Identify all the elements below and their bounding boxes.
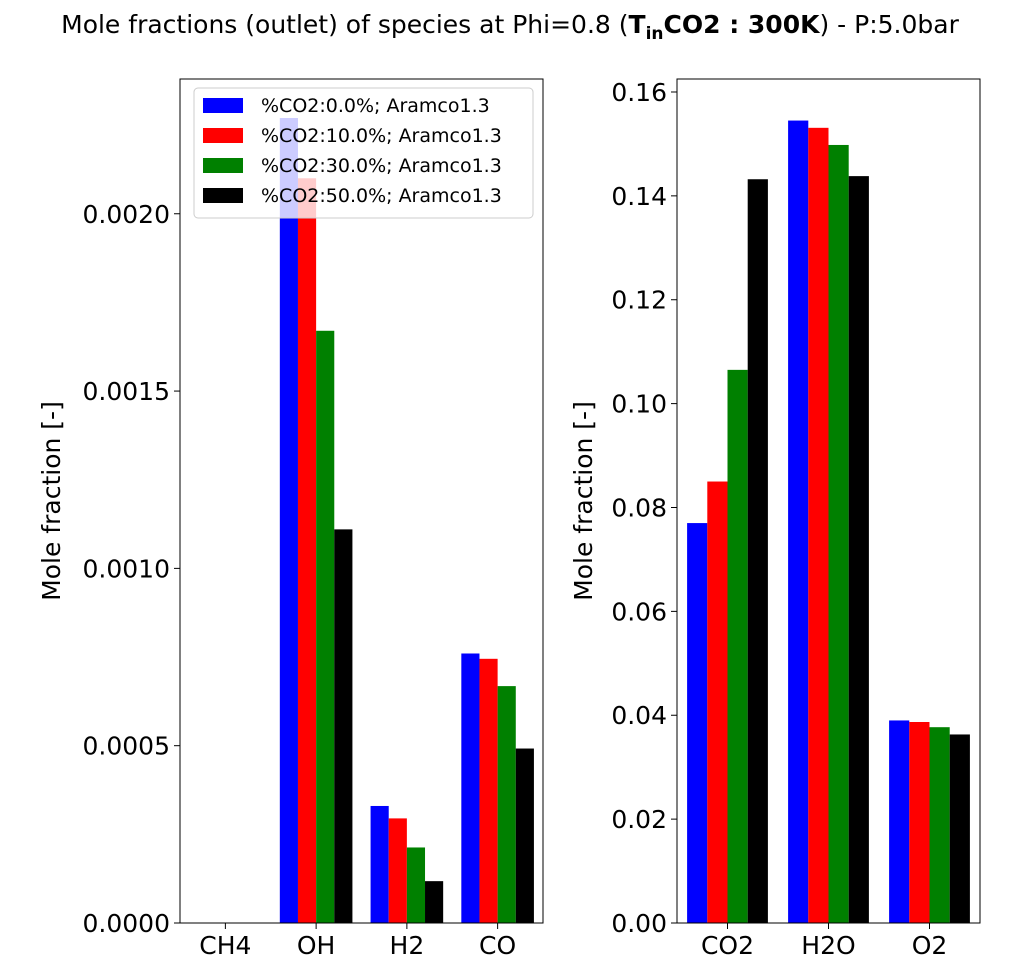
y-tick-label: 0.06 xyxy=(611,597,667,626)
bar-co2-series-2 xyxy=(727,369,748,923)
bar-oh-series-2 xyxy=(316,330,335,923)
chart-title-bold-main: T xyxy=(629,10,646,39)
y-tick-label: 0.00 xyxy=(611,909,667,938)
chart-title-prefix: Mole fractions (outlet) of species at Ph… xyxy=(61,10,628,39)
legend-label-1: %CO2:10.0%; Aramco1.3 xyxy=(261,125,502,147)
y-axis-label: Mole fraction [-] xyxy=(37,401,66,601)
x-tick-label: CO2 xyxy=(701,931,754,960)
y-tick-label: 0.10 xyxy=(611,390,667,419)
bar-h2o-series-3 xyxy=(848,176,869,923)
x-tick-label: CH4 xyxy=(199,931,251,960)
y-tick-label: 0.0020 xyxy=(83,200,170,229)
legend-swatch-0 xyxy=(203,98,243,113)
chart-title-bold-sub: in xyxy=(646,24,664,44)
bar-oh-series-1 xyxy=(297,178,317,924)
bar-h2o-series-1 xyxy=(808,127,829,923)
bar-h2-series-3 xyxy=(425,881,444,923)
x-tick-label: H2O xyxy=(801,931,855,960)
y-tick-label: 0.0010 xyxy=(83,554,170,583)
bar-o2-series-2 xyxy=(929,727,950,923)
y-tick-label: 0.0000 xyxy=(83,909,170,938)
bar-co-series-2 xyxy=(497,686,516,923)
bar-o2-series-1 xyxy=(909,722,930,923)
x-tick-label: O2 xyxy=(912,931,948,960)
x-tick-label: OH xyxy=(297,931,335,960)
y-tick-label: 0.14 xyxy=(611,182,667,211)
bar-o2-series-3 xyxy=(949,734,970,923)
bar-h2-series-1 xyxy=(388,818,407,923)
legend-swatch-3 xyxy=(203,188,243,203)
bar-h2o-series-0 xyxy=(788,120,809,924)
y-tick-label: 0.04 xyxy=(611,701,667,730)
legend: %CO2:0.0%; Aramco1.3 %CO2:10.0%; Aramco1.… xyxy=(193,87,534,219)
legend-label-2: %CO2:30.0%; Aramco1.3 xyxy=(261,155,502,177)
legend-box xyxy=(193,87,534,219)
chart-title-suffix: ) - P:5.0bar xyxy=(819,10,959,39)
bar-h2-series-2 xyxy=(406,847,426,923)
bar-oh-series-3 xyxy=(334,529,353,923)
bar-co2-series-0 xyxy=(687,523,708,923)
y-tick-label: 0.16 xyxy=(611,78,667,107)
bar-co-series-3 xyxy=(515,748,534,923)
y-tick-label: 0.0015 xyxy=(83,377,170,406)
legend-label-0: %CO2:0.0%; Aramco1.3 xyxy=(261,95,490,117)
bar-h2o-series-2 xyxy=(828,144,849,923)
bar-co2-series-3 xyxy=(747,179,768,924)
bar-co-series-0 xyxy=(461,653,480,923)
x-tick-label: CO xyxy=(479,931,516,960)
y-tick-label: 0.08 xyxy=(611,493,667,522)
right-panel: 0.00 0.02 0.04 0.06 0.08 0.10 0.12 0.14 0.16 CO2 H… xyxy=(569,78,981,960)
legend-label-3: %CO2:50.0%; Aramco1.3 xyxy=(261,185,502,207)
bar-oh-series-0 xyxy=(279,118,298,923)
bar-co-series-1 xyxy=(479,658,498,923)
x-tick-label: H2 xyxy=(390,931,425,960)
plot-frame xyxy=(179,78,544,924)
bar-co2-series-1 xyxy=(707,481,728,923)
y-tick-label: 0.0005 xyxy=(83,732,170,761)
y-axis-label: Mole fraction [-] xyxy=(569,401,598,601)
chart-title: Mole fractions (outlet) of species at Ph… xyxy=(61,10,959,44)
chart-title-bold-rest: CO2 : 300K xyxy=(664,10,822,39)
legend-swatch-1 xyxy=(203,128,243,143)
y-tick-label: 0.12 xyxy=(611,286,667,315)
legend-swatch-2 xyxy=(203,158,243,173)
bar-o2-series-0 xyxy=(889,720,910,923)
y-tick-label: 0.02 xyxy=(611,805,667,834)
left-panel: 0.0000 0.0005 0.0010 0.0015 0.0020 CH4 OH H2 CO M… xyxy=(37,78,544,960)
bar-h2-series-0 xyxy=(370,805,389,923)
